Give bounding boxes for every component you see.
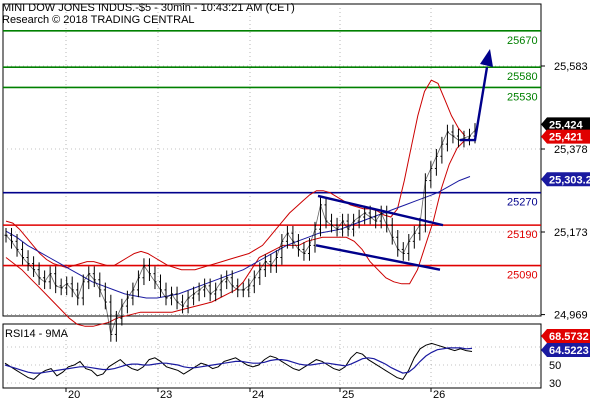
- last-price-badge-label: 25,424: [549, 119, 584, 131]
- last-price-badge: [541, 117, 590, 132]
- x-tick-label: 26: [433, 389, 445, 400]
- rsi-value-badge: [541, 329, 590, 343]
- ma-value-badge-label: 25,303.2: [549, 174, 590, 186]
- rsi-title: RSI14 - 9MA: [5, 328, 69, 340]
- upper-bollinger-band: [5, 79, 466, 271]
- channel-lower-line: [315, 244, 441, 271]
- level-label-25580: 25580: [507, 71, 538, 83]
- chart-title: MINI DOW JONES INDUS.-$5 - 30min - 10:43…: [2, 2, 295, 14]
- level-label-25530: 25530: [507, 91, 538, 103]
- rsi-series-1: [4, 347, 473, 374]
- x-tick-label: 20: [68, 389, 80, 400]
- y-tick-label: 25,173: [554, 227, 588, 239]
- upper-band-badge: [541, 129, 590, 144]
- x-tick-label: 25: [342, 389, 354, 400]
- level-label-25190: 25190: [507, 229, 538, 241]
- upper-band-badge-label: 25,421: [549, 132, 583, 144]
- chart-subtitle: Research © 2018 TRADING CENTRAL: [2, 14, 195, 26]
- y-tick-label: 25,583: [554, 61, 588, 73]
- lower-bollinger-band: [5, 139, 466, 327]
- rsi-ma-badge-label: 64.5223: [549, 345, 589, 357]
- rsi-y-tick-label: 50: [549, 360, 561, 372]
- rsi-plot-frame: [2, 323, 542, 389]
- level-label-25090: 25090: [507, 270, 538, 282]
- projection-arrow-head: [480, 49, 493, 67]
- x-tick-label: 24: [252, 389, 264, 400]
- level-label-25270: 25270: [507, 197, 538, 209]
- close-price-line: [5, 130, 476, 335]
- level-label-25670: 25670: [507, 35, 538, 47]
- rsi-ma-badge: [541, 343, 590, 357]
- x-tick-label: 23: [160, 389, 172, 400]
- y-tick-label: 25,378: [554, 144, 588, 156]
- ma-value-badge: [541, 172, 590, 187]
- rsi-y-tick-label: 30: [549, 378, 561, 390]
- y-tick-label: 24,969: [554, 310, 588, 322]
- rsi-value-badge-label: 68.5732: [549, 331, 589, 343]
- rsi-series-0: [4, 342, 473, 380]
- channel-upper-line: [317, 194, 444, 227]
- main-plot-frame: [2, 3, 542, 317]
- projection-arrow-line: [460, 67, 489, 142]
